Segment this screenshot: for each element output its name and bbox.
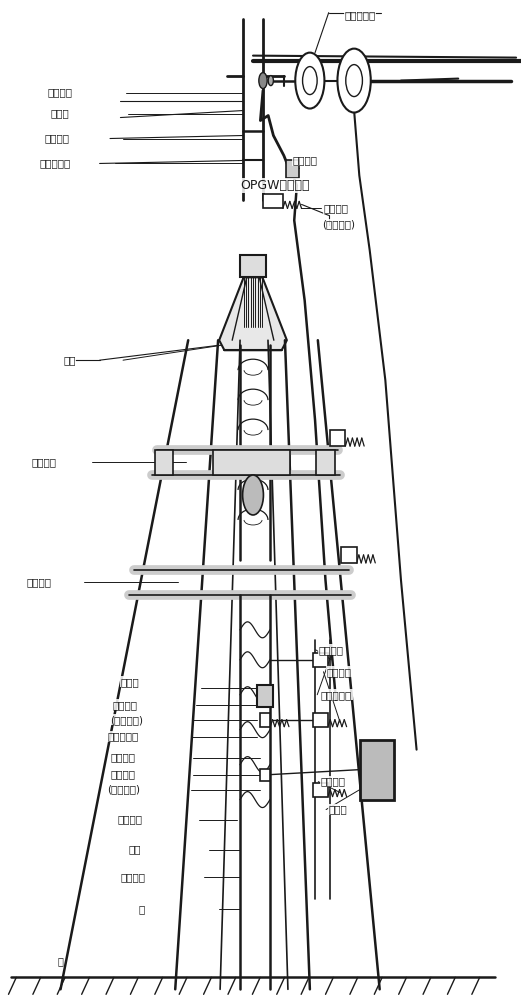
Text: 地线绝缘子: 地线绝缘子 xyxy=(345,10,375,20)
Text: 插头: 插头 xyxy=(128,845,141,855)
Text: 镀锌钢管: 镀锌钢管 xyxy=(121,872,146,882)
Text: 桂: 桂 xyxy=(57,956,64,966)
Text: 接头盒: 接头盒 xyxy=(121,677,139,687)
Text: 导引光缆: 导引光缆 xyxy=(118,815,143,825)
Text: OPGW引下光缆: OPGW引下光缆 xyxy=(240,179,310,192)
Text: 引下线夹: 引下线夹 xyxy=(113,700,138,710)
Circle shape xyxy=(303,67,317,95)
Text: 引下线夹: 引下线夹 xyxy=(324,203,349,213)
Circle shape xyxy=(268,76,274,86)
Bar xyxy=(313,783,328,797)
Text: 专用接地线: 专用接地线 xyxy=(40,158,71,168)
Bar xyxy=(263,194,283,208)
Bar xyxy=(330,430,346,446)
Bar xyxy=(313,653,328,667)
Text: 余缆架: 余缆架 xyxy=(329,805,348,815)
Text: (带地端子): (带地端子) xyxy=(110,715,143,725)
Circle shape xyxy=(337,49,371,113)
Bar xyxy=(260,713,270,727)
Text: 并沟线夹: 并沟线夹 xyxy=(326,667,351,677)
Text: 地线柱: 地线柱 xyxy=(50,109,69,119)
Polygon shape xyxy=(219,277,287,350)
Bar xyxy=(341,547,357,563)
Bar xyxy=(260,769,270,781)
Bar xyxy=(360,740,394,800)
Circle shape xyxy=(259,73,267,89)
Circle shape xyxy=(346,65,362,97)
Bar xyxy=(240,255,266,277)
Bar xyxy=(213,450,290,475)
Text: 并沟线夹: 并沟线夹 xyxy=(321,777,346,787)
Bar xyxy=(257,685,273,707)
Text: (带地端子): (带地端子) xyxy=(323,219,355,229)
Bar xyxy=(316,450,335,475)
Text: (带地端子): (带地端子) xyxy=(108,785,140,795)
Text: 引下线夹: 引下线夹 xyxy=(110,770,135,780)
Bar xyxy=(155,450,173,475)
Text: 并沟线夹: 并沟线夹 xyxy=(292,155,317,165)
Text: 接地端子: 接地端子 xyxy=(110,753,135,763)
Circle shape xyxy=(295,53,325,109)
Circle shape xyxy=(243,475,264,515)
Text: 接地端子: 接地端子 xyxy=(318,645,343,655)
Text: 地线支架: 地线支架 xyxy=(48,88,73,98)
Text: 頂板: 頂板 xyxy=(63,355,76,365)
Bar xyxy=(313,713,328,727)
Text: 抱箍法兰: 抱箍法兰 xyxy=(32,457,57,467)
Bar xyxy=(287,160,300,178)
Text: 面: 面 xyxy=(139,904,145,914)
Text: 接地端子: 接地端子 xyxy=(45,134,70,144)
Text: 专用接地线: 专用接地线 xyxy=(108,732,139,742)
Text: 专用接地线: 专用接地线 xyxy=(321,690,352,700)
Text: 抱箍法兰: 抱箍法兰 xyxy=(27,577,52,587)
